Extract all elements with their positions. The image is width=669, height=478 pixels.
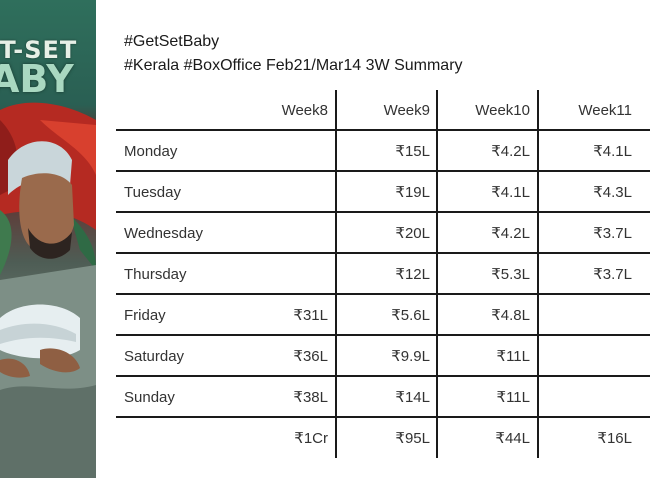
total-week9: ₹95L [395,430,430,447]
table-cell: ₹14L [395,389,430,406]
row-divider [116,170,650,172]
row-divider [116,375,650,377]
table-cell: ₹5.3L [491,266,530,283]
table-cell: ₹5.6L [391,307,430,324]
poster-artwork [0,102,96,478]
table-row: Friday ₹31L ₹5.6L ₹4.8L [116,295,650,336]
row-day-label: Friday [124,307,166,324]
row-divider [116,416,650,418]
row-divider [116,293,650,295]
headline: #GetSetBaby #Kerala #BoxOffice Feb21/Mar… [124,30,463,78]
table-cell: ₹38L [293,389,328,406]
poster-title-text: ET-SET [0,36,78,64]
row-divider [116,129,650,131]
poster-title-text-2: ABY [0,57,74,101]
table-cell [540,336,632,377]
table-cell: ₹4.2L [491,225,530,242]
total-week8: ₹1Cr [294,430,328,447]
table-row: Monday ₹15L ₹4.2L ₹4.1L [116,131,650,172]
table-cell: ₹4.1L [593,143,632,160]
column-header-week9: Week9 [383,102,430,119]
summary-subtitle: #Kerala #BoxOffice Feb21/Mar14 3W Summar… [124,57,463,74]
table-cell: ₹11L [496,348,530,365]
row-divider [116,211,650,213]
table-row: Tuesday ₹19L ₹4.1L ₹4.3L [116,172,650,213]
movie-poster: ET-SET ABY [0,0,96,478]
table-totals-row: ₹1Cr ₹95L ₹44L ₹16L [116,418,650,459]
table-cell: ₹19L [395,184,430,201]
row-day-label: Tuesday [124,184,181,201]
box-office-table: Week8 Week9 Week10 Week11 Monday ₹15L ₹4… [116,90,650,458]
row-day-label: Sunday [124,389,175,406]
column-header-week10: Week10 [475,102,530,119]
column-divider [436,90,438,458]
hashtag-title: #GetSetBaby [124,33,220,50]
table-cell: ₹9.9L [391,348,430,365]
table-row: Saturday ₹36L ₹9.9L ₹11L [116,336,650,377]
table-header-row: Week8 Week9 Week10 Week11 [116,90,650,130]
row-day-label: Thursday [124,266,187,283]
total-week11: ₹16L [597,430,632,447]
table-cell [236,213,328,254]
table-cell: ₹3.7L [593,266,632,283]
table-cell: ₹3.7L [593,225,632,242]
table-cell: ₹4.2L [491,143,530,160]
table-row: Thursday ₹12L ₹5.3L ₹3.7L [116,254,650,295]
table-cell: ₹12L [395,266,430,283]
table-cell: ₹4.8L [491,307,530,324]
table-cell: ₹20L [395,225,430,242]
table-row: Sunday ₹38L ₹14L ₹11L [116,377,650,418]
table-cell [236,254,328,295]
table-cell: ₹4.1L [491,184,530,201]
row-day-label: Saturday [124,348,185,365]
table-cell: ₹36L [293,348,328,365]
row-divider [116,334,650,336]
table-cell [540,377,632,418]
table-cell: ₹11L [496,389,530,406]
table-cell: ₹4.3L [593,184,632,201]
column-header-week11: Week11 [578,102,632,119]
row-day-label: Wednesday [124,225,203,242]
table-cell [236,131,328,172]
total-week10: ₹44L [495,430,530,447]
column-header-week8: Week8 [281,102,328,119]
column-divider [335,90,337,458]
row-divider [116,252,650,254]
table-cell: ₹15L [395,143,430,160]
table-cell [540,295,632,336]
table-cell: ₹31L [293,307,328,324]
table-cell [236,172,328,213]
row-day-label: Monday [124,143,178,160]
table-row: Wednesday ₹20L ₹4.2L ₹3.7L [116,213,650,254]
column-divider [537,90,539,458]
